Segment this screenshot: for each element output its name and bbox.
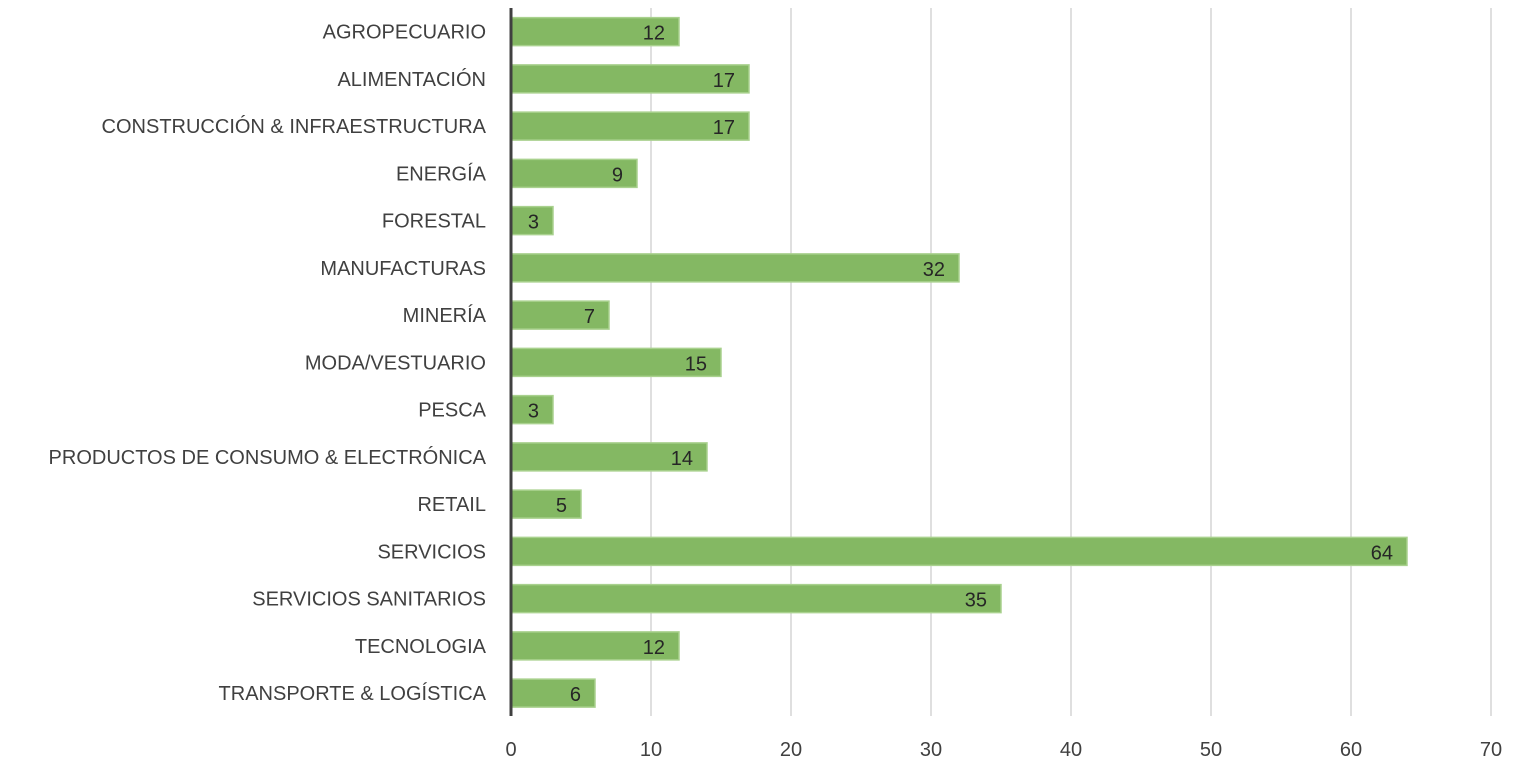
category-label: ENERGÍA [396,162,487,185]
category-label: PESCA [418,400,486,422]
category-label: MODA/VESTUARIO [305,352,486,374]
data-label: 14 [671,448,693,470]
data-label: 12 [643,23,665,45]
category-label: TECNOLOGIA [355,636,487,658]
bar [510,347,722,378]
bar [510,300,610,330]
data-label: 15 [685,353,707,375]
bar [510,205,554,236]
data-labels: 12 17 17 9 3 32 7 15 3 14 5 64 35 12 6 [528,23,1393,707]
bar [510,583,1002,614]
data-label: 32 [923,259,945,281]
x-tick-label: 30 [920,739,942,761]
category-label: MINERÍA [403,304,487,327]
bar [510,394,554,425]
data-label: 6 [570,684,581,706]
category-labels: AGROPECUARIO ALIMENTACIÓN CONSTRUCCIÓN & I… [49,22,487,706]
bars [510,16,1408,708]
x-tick-label: 10 [640,739,662,761]
gridlines [650,8,1492,716]
data-label: 35 [965,590,987,612]
x-tick-label: 60 [1340,739,1362,761]
data-label: 7 [584,306,595,328]
data-label: 64 [1371,542,1393,564]
data-label: 17 [713,70,735,92]
x-tick-label: 40 [1060,739,1082,761]
x-tick-label: 0 [505,739,516,761]
category-label: ALIMENTACIÓN [337,68,486,91]
data-label: 5 [556,495,567,517]
category-label: SERVICIOS [377,541,486,563]
category-label: RETAIL [417,494,486,516]
x-tick-label: 70 [1480,739,1502,761]
data-label: 3 [528,401,539,423]
category-label: TRANSPORTE & LOGÍSTICA [219,682,487,705]
category-label: CONSTRUCCIÓN & INFRAESTRUCTURA [102,115,487,138]
category-label: MANUFACTURAS [320,258,486,280]
category-label: FORESTAL [382,211,486,233]
category-label: AGROPECUARIO [323,22,486,44]
bar [510,678,596,708]
bar [510,64,750,94]
data-label: 9 [612,164,623,186]
x-tick-label: 20 [780,739,802,761]
data-label: 17 [713,117,735,139]
category-label: SERVICIOS SANITARIOS [252,589,486,611]
bar [510,253,960,283]
category-label: PRODUCTOS DE CONSUMO & ELECTRÓNICA [49,446,487,469]
data-label: 12 [643,637,665,659]
bar [510,489,582,519]
x-tick-labels: 0 10 20 30 40 50 60 70 [505,739,1502,761]
bar [510,536,1408,567]
data-label: 3 [528,212,539,234]
bar [510,111,750,141]
bar [510,631,680,661]
x-tick-label: 50 [1200,739,1222,761]
